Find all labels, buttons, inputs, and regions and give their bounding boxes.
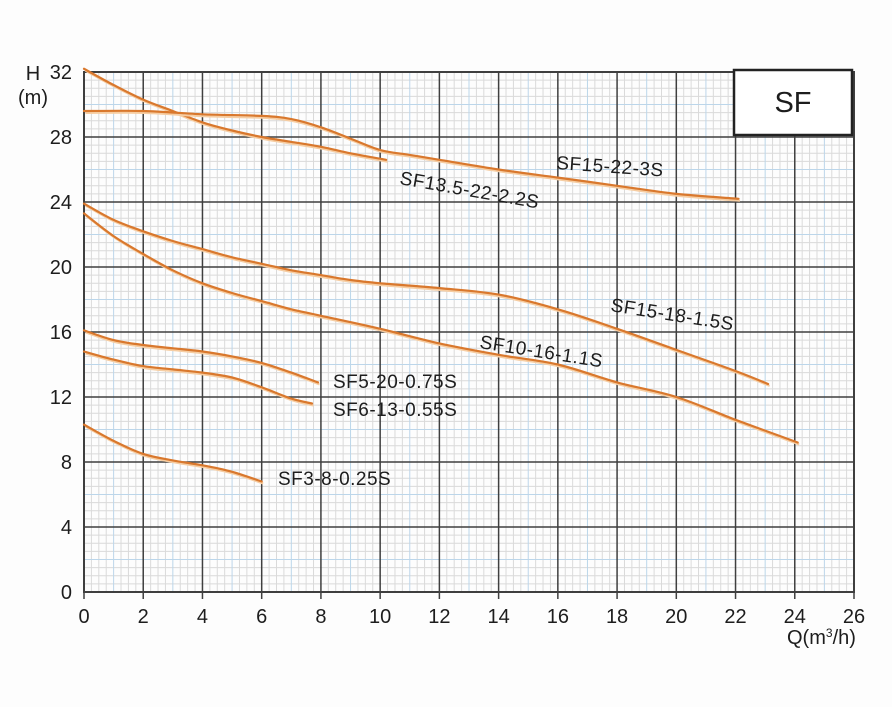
curve-sf6-13-0-55s xyxy=(82,350,314,405)
y-tick-label: 4 xyxy=(61,517,72,539)
x-tick-label: 8 xyxy=(315,606,326,628)
curve-halo-sf3-8-0-25s xyxy=(85,425,264,485)
x-tick-label: 10 xyxy=(369,606,391,628)
y-tick-label: 8 xyxy=(61,452,72,474)
curve-halo-sf15-22-3s xyxy=(85,111,741,202)
curve-label-sf3-8-0-25s: SF3-8-0.25S xyxy=(278,469,391,490)
y-axis-title-line1: H xyxy=(26,63,40,85)
x-tick-label: 18 xyxy=(606,606,628,628)
y-axis-title-line2: (m) xyxy=(18,87,48,109)
y-tick-label: 32 xyxy=(50,62,72,84)
curve-halo-sf5-20-0-75s xyxy=(85,331,320,386)
y-tick-label: 0 xyxy=(61,582,72,604)
curve-halo-sf13-5-22-2-2s xyxy=(85,69,388,163)
curve-sf15-18-1-5s xyxy=(82,202,770,386)
legend-box: SF xyxy=(732,68,854,137)
y-tick-label: 12 xyxy=(50,387,72,409)
x-tick-label: 24 xyxy=(784,606,806,628)
curve-sf13-5-22-2-2s xyxy=(82,67,388,161)
y-axis-title: H (m) xyxy=(18,63,48,109)
x-tick-label: 14 xyxy=(487,606,509,628)
x-tick-label: 26 xyxy=(843,606,865,628)
y-tick-label: 24 xyxy=(50,192,72,214)
curves xyxy=(82,67,800,485)
x-tick-label: 16 xyxy=(547,606,569,628)
x-tick-label: 6 xyxy=(256,606,267,628)
legend-label: SF xyxy=(774,87,811,119)
x-axis-title: Q(m3/h) xyxy=(787,626,856,649)
x-tick-label: 12 xyxy=(428,606,450,628)
y-tick-label: 20 xyxy=(50,257,72,279)
curve-halo-sf15-18-1-5s xyxy=(85,204,770,387)
curve-halo-sf6-13-0-55s xyxy=(85,352,314,407)
curve-sf3-8-0-25s xyxy=(82,423,263,483)
curve-label-sf15-18-1-5s: SF15-18-1.5S xyxy=(609,295,735,335)
y-tick-label: 28 xyxy=(50,127,72,149)
x-tick-label: 22 xyxy=(724,606,746,628)
y-tick-label: 16 xyxy=(50,322,72,344)
curve-sf10-16-1-1s xyxy=(82,212,799,444)
x-tick-label: 0 xyxy=(78,606,89,628)
grid xyxy=(83,71,855,599)
curve-sf15-22-3s xyxy=(82,109,740,200)
x-tick-label: 4 xyxy=(197,606,208,628)
x-tick-label: 2 xyxy=(138,606,149,628)
curve-label-sf6-13-0-55s: SF6-13-0.55S xyxy=(333,400,457,421)
curve-sf5-20-0-75s xyxy=(82,329,320,384)
curve-label-sf5-20-0-75s: SF5-20-0.75S xyxy=(333,372,457,393)
plot-border xyxy=(83,71,855,593)
curve-label-sf10-16-1-1s: SF10-16-1.1S xyxy=(478,332,604,372)
x-tick-label: 20 xyxy=(665,606,687,628)
